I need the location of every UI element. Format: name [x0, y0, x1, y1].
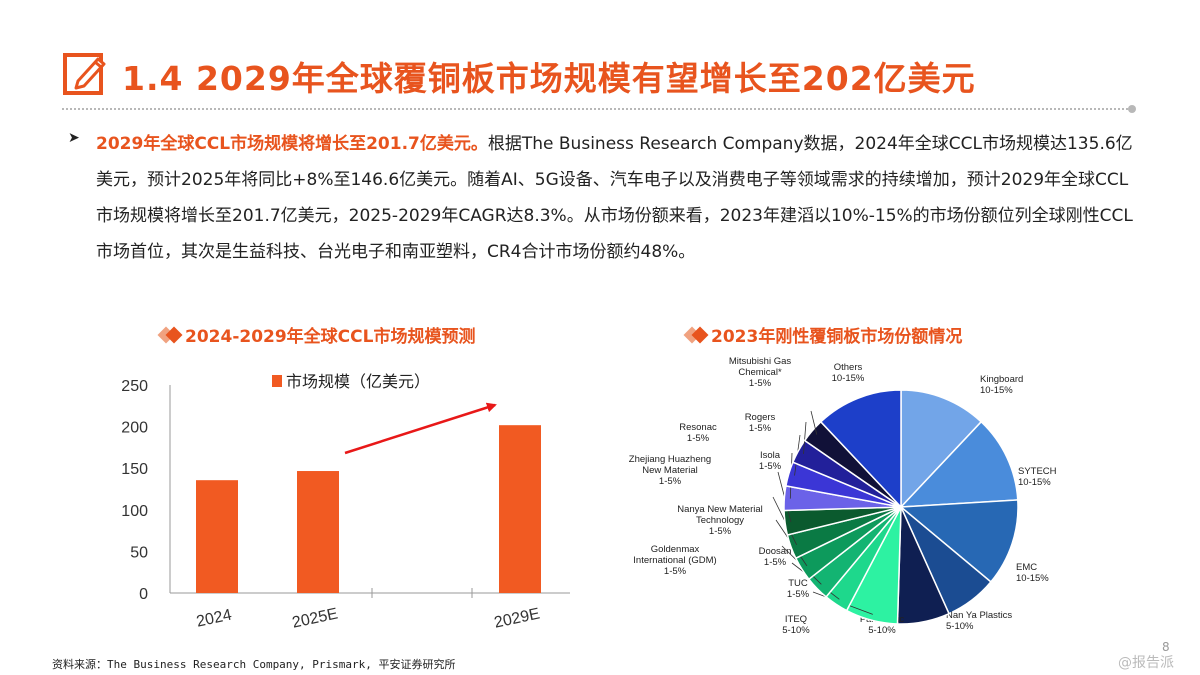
pie-label-share: 1-5%	[764, 557, 787, 568]
pie-label-share: 10-15%	[1016, 573, 1049, 584]
y-tick-label: 50	[130, 544, 148, 561]
pie-leader-line	[803, 421, 807, 454]
watermark: @报告派	[1118, 655, 1174, 671]
market-size-bar-chart: 0 50 100 150 200 250 2024 2025E 2029E 市场规模（亿美元）	[121, 373, 570, 632]
pencil-note-icon	[63, 53, 106, 95]
y-tick-label: 100	[121, 503, 148, 520]
legend-label: 市场规模（亿美元）	[286, 373, 430, 391]
y-tick-label: 150	[121, 461, 148, 478]
pie-slice-kingboard	[900, 389, 983, 509]
pie-label-name: Technology	[696, 515, 744, 526]
pie-label-share: 5-10%	[946, 621, 974, 632]
pie-label-name: Zhejiang Huazheng	[629, 454, 711, 465]
pie-label: EMC 10-15%	[1016, 562, 1049, 584]
pie-label-share: 1-5%	[787, 589, 810, 600]
pie-label: SYTECH 10-15%	[1018, 466, 1057, 488]
pie-label-name: Kingboard	[980, 374, 1023, 385]
x-tick-label: 2024	[195, 607, 233, 631]
pie-label-name: EMC	[1016, 562, 1037, 573]
pie-slice-emc	[899, 499, 1019, 583]
bar-2024	[196, 480, 238, 593]
pie-slice-sytech	[899, 420, 1019, 508]
pie-leader-line	[810, 410, 818, 435]
pie-label-name: International (GDM)	[633, 555, 716, 566]
trend-arrow	[344, 402, 497, 455]
x-tick-label: 2025E	[291, 605, 340, 631]
bar-2025E	[297, 471, 339, 593]
pie-chart-heading: 2023年刚性覆铜板市场份额情况	[683, 322, 963, 347]
pie-label: Doosan 1-5%	[759, 546, 792, 568]
pie-label-name: ITEQ	[785, 614, 807, 625]
pie-label-share: 1-5%	[709, 526, 732, 537]
pie-label-share: 10-15%	[1018, 477, 1051, 488]
pie-label-name: Isola	[760, 450, 781, 461]
divider-end-dot	[1128, 105, 1136, 113]
pie-label: Isola 1-5%	[759, 450, 782, 472]
y-tick-label: 250	[121, 378, 148, 395]
pie-label: Nan Ya Plastics 5-10%	[946, 610, 1012, 632]
page-number: 8	[1162, 640, 1170, 654]
pie-label: Rogers 1-5%	[745, 412, 776, 434]
pie-label-share: 10-15%	[832, 373, 865, 384]
pie-label: Nanya New Material Technology 1-5%	[677, 504, 763, 537]
pie-label-name: Goldenmax	[651, 544, 700, 555]
pie-label-name: Chemical*	[738, 367, 782, 378]
pie-label-name: Rogers	[745, 412, 776, 423]
page-title: 1.4 2029年全球覆铜板市场规模有望增长至202亿美元	[122, 59, 976, 98]
pie-label-share: 10-15%	[980, 385, 1013, 396]
pie-label: Others 10-15%	[832, 362, 865, 384]
bar-2029E	[499, 425, 541, 593]
pie-label-share: 1-5%	[749, 423, 772, 434]
pie-label-name: TUC	[788, 578, 808, 589]
summary-highlight: 2029年全球CCL市场规模将增长至201.7亿美元。	[96, 134, 488, 154]
pie-label: Kingboard 10-15%	[980, 374, 1023, 396]
pie-label: ITEQ 5-10%	[782, 614, 810, 636]
x-tick-label: 2029E	[493, 605, 542, 631]
pie-label-name: Others	[834, 362, 863, 373]
y-tick-label: 0	[139, 586, 148, 603]
pie-label-name: New Material	[642, 465, 697, 476]
title-divider	[62, 108, 1132, 110]
bar-chart-heading-text: 2024-2029年全球CCL市场规模预测	[185, 327, 476, 347]
pie-label-share: 5-10%	[868, 625, 896, 636]
pie-label: Zhejiang Huazheng New Material 1-5%	[629, 454, 711, 487]
pie-label-name: Mitsubishi Gas	[729, 356, 792, 367]
market-share-pie-chart: Kingboard 10-15%SYTECH 10-15%EMC 10-15%Nan …	[629, 356, 1057, 636]
pie-label-name: Doosan	[759, 546, 792, 557]
pie-label-name: Nan Ya Plastics	[946, 610, 1012, 621]
pie-label: Mitsubishi Gas Chemical* 1-5%	[729, 356, 792, 389]
pie-label-name: Nanya New Material	[677, 504, 763, 515]
pie-chart-heading-text: 2023年刚性覆铜板市场份额情况	[711, 327, 963, 347]
pie-label-share: 5-10%	[782, 625, 810, 636]
pie-label-share: 1-5%	[659, 476, 682, 487]
source-note: 资料来源：The Business Research Company, Pris…	[52, 658, 456, 671]
bar-chart-heading: 2024-2029年全球CCL市场规模预测	[157, 322, 476, 347]
pie-label-share: 1-5%	[749, 378, 772, 389]
summary-text: 根据The Business Research Company数据，2024年全…	[96, 134, 1133, 262]
y-tick-label: 200	[121, 420, 148, 437]
legend-swatch	[272, 375, 282, 387]
pie-label-share: 1-5%	[687, 433, 710, 444]
pie-label-share: 1-5%	[759, 461, 782, 472]
summary-paragraph: 2029年全球CCL市场规模将增长至201.7亿美元。根据The Busines…	[96, 126, 1141, 270]
pie-label: TUC 1-5%	[787, 578, 810, 600]
pie-label: Resonac 1-5%	[679, 422, 717, 444]
bullet-arrow-icon: ➤	[68, 130, 80, 146]
pie-label-name: Resonac	[679, 422, 717, 433]
pie-slice-others	[819, 389, 902, 509]
pie-label-name: SYTECH	[1018, 466, 1057, 477]
pie-label: Goldenmax International (GDM) 1-5%	[633, 544, 716, 577]
pie-label-share: 1-5%	[664, 566, 687, 577]
